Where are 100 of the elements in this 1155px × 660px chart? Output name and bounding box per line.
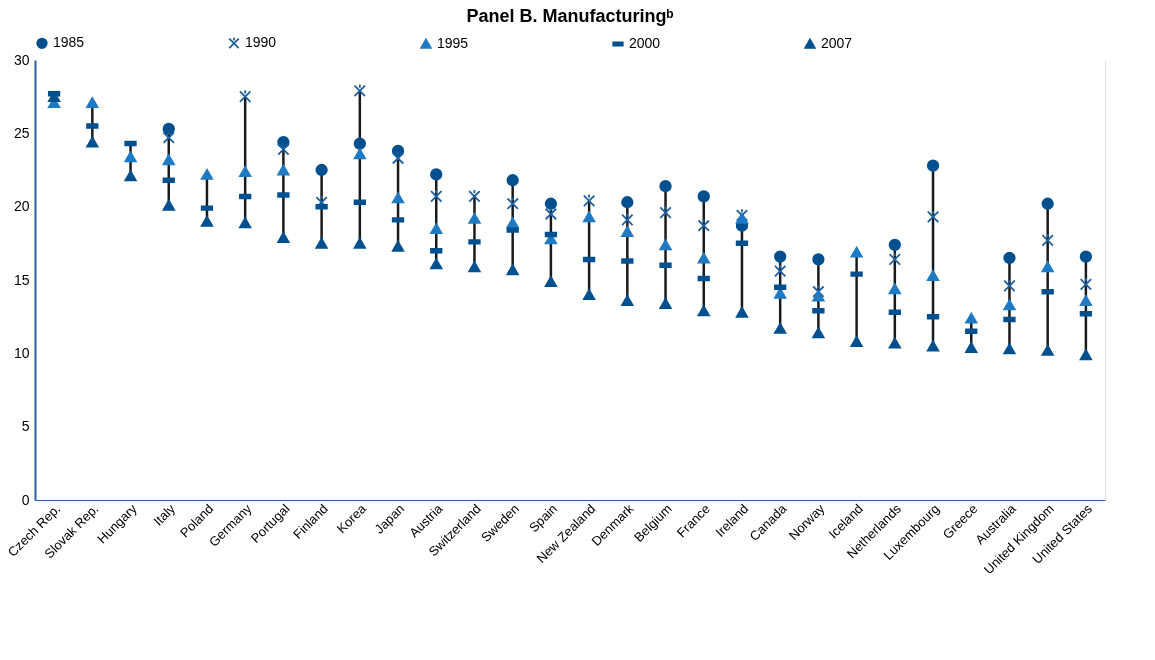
- point: [86, 136, 99, 148]
- point: [315, 237, 328, 249]
- point: [391, 192, 405, 204]
- point: [659, 298, 672, 309]
- point: [697, 305, 710, 317]
- point: [697, 190, 710, 203]
- point: [774, 322, 787, 334]
- point: [812, 253, 825, 266]
- point: [277, 142, 290, 156]
- point: [468, 212, 481, 224]
- point: [1041, 233, 1054, 247]
- point: [124, 151, 137, 163]
- y-tick-label: 0: [21, 491, 30, 508]
- point: [697, 252, 710, 264]
- point: [621, 226, 634, 238]
- point: [1079, 277, 1093, 291]
- point: [659, 205, 672, 219]
- point: [735, 212, 749, 224]
- point: [621, 196, 634, 209]
- point: [1041, 344, 1054, 356]
- point: [162, 199, 175, 211]
- point: [812, 284, 825, 298]
- point: [353, 137, 366, 150]
- legend-label: 1985: [53, 34, 85, 51]
- point: [582, 211, 596, 223]
- y-tick-label: 30: [13, 51, 30, 68]
- point: [1003, 278, 1016, 293]
- point: [621, 212, 634, 227]
- point: [926, 270, 940, 282]
- point: [888, 238, 901, 251]
- y-tick-label: 10: [13, 344, 30, 361]
- point: [926, 159, 940, 172]
- point: [659, 239, 672, 251]
- point: [468, 261, 481, 273]
- point: [506, 174, 519, 187]
- chart-title: Panel B. Manufacturingᵇ: [466, 6, 674, 26]
- point: [1041, 261, 1054, 273]
- point: [1003, 251, 1016, 265]
- point: [735, 208, 749, 222]
- point: [162, 130, 175, 144]
- point: [239, 166, 252, 177]
- point: [544, 206, 558, 221]
- legend-label: 2000: [629, 35, 661, 51]
- point: [200, 168, 214, 180]
- point: [926, 209, 940, 224]
- point: [430, 258, 443, 270]
- point: [774, 250, 787, 263]
- point: [47, 91, 61, 103]
- point: [430, 189, 443, 203]
- point: [277, 164, 290, 176]
- point: [430, 223, 443, 235]
- point: [1003, 299, 1016, 311]
- point: [965, 342, 978, 353]
- legend-label: 1995: [437, 34, 469, 51]
- point: [506, 196, 519, 210]
- point: [430, 168, 443, 181]
- point: [888, 283, 901, 295]
- point: [315, 163, 328, 177]
- point: [391, 240, 405, 252]
- point: [926, 340, 940, 352]
- y-tick-label: 15: [13, 271, 30, 288]
- point: [506, 264, 519, 276]
- point: [621, 295, 634, 306]
- point: [774, 264, 787, 278]
- point: [162, 154, 175, 166]
- point: [1079, 295, 1093, 306]
- point: [277, 232, 290, 243]
- point: [850, 336, 863, 348]
- y-tick-label: 25: [13, 124, 30, 141]
- point: [582, 289, 596, 301]
- y-tick-label: 20: [13, 198, 30, 215]
- point: [659, 180, 672, 193]
- point: [468, 189, 481, 203]
- legend-label: 1990: [245, 34, 277, 51]
- point: [1079, 349, 1093, 361]
- point: [888, 337, 901, 349]
- point: [1041, 197, 1054, 210]
- point: [888, 252, 901, 266]
- x-tick-label: Italy: [150, 500, 179, 529]
- point: [544, 276, 558, 287]
- point: [812, 290, 825, 302]
- y-tick-label: 5: [21, 418, 30, 435]
- point: [965, 312, 978, 324]
- point: [812, 327, 825, 339]
- point: [697, 218, 710, 232]
- point: [124, 170, 137, 182]
- point: [200, 215, 214, 227]
- point: [735, 306, 749, 318]
- legend-label: 2007: [821, 34, 853, 51]
- point: [391, 151, 405, 165]
- point: [1003, 343, 1016, 355]
- point: [353, 148, 366, 160]
- point: [86, 97, 99, 108]
- point: [544, 197, 558, 210]
- point: [1079, 250, 1093, 263]
- point: [850, 246, 863, 258]
- point: [239, 89, 252, 103]
- point: [353, 83, 366, 97]
- point: [582, 193, 596, 207]
- point: [239, 217, 252, 229]
